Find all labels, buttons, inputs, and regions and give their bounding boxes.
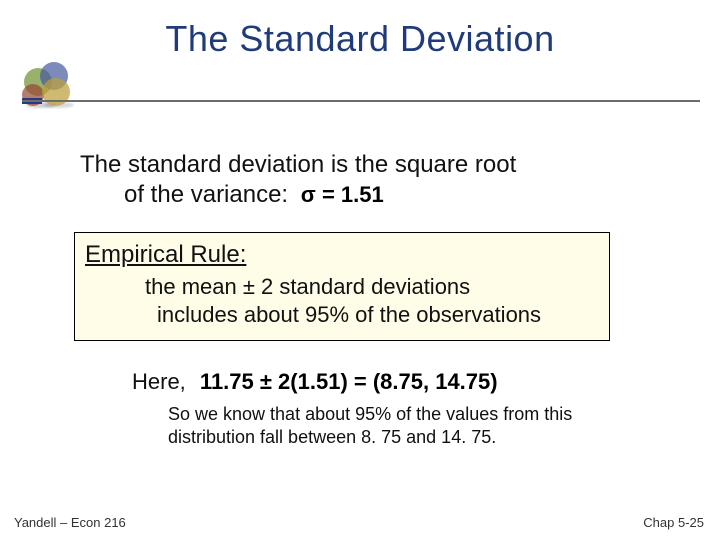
interval-formula: 11.75 ± 2(1.51) = (8.75, 14.75) — [200, 369, 498, 394]
box-line2: includes about 95% of the observations — [145, 301, 599, 329]
footer-right: Chap 5-25 — [643, 515, 704, 530]
conclusion-text: So we know that about 95% of the values … — [80, 403, 660, 448]
header-rule — [22, 100, 700, 102]
empirical-rule-box: Empirical Rule: the mean ± 2 standard de… — [74, 232, 610, 341]
intro-text: The standard deviation is the square roo… — [80, 150, 660, 210]
intro-line1: The standard deviation is the square roo… — [80, 150, 660, 180]
sigma-equation: σ = 1.51 — [301, 182, 384, 207]
page-title: The Standard Deviation — [0, 18, 720, 60]
here-label: Here, — [132, 369, 186, 394]
box-line1: the mean ± 2 standard deviations — [145, 273, 599, 301]
intro-line2-prefix: of the variance: — [124, 181, 288, 208]
box-title: Empirical Rule: — [85, 241, 599, 269]
footer-left: Yandell – Econ 216 — [14, 515, 126, 530]
